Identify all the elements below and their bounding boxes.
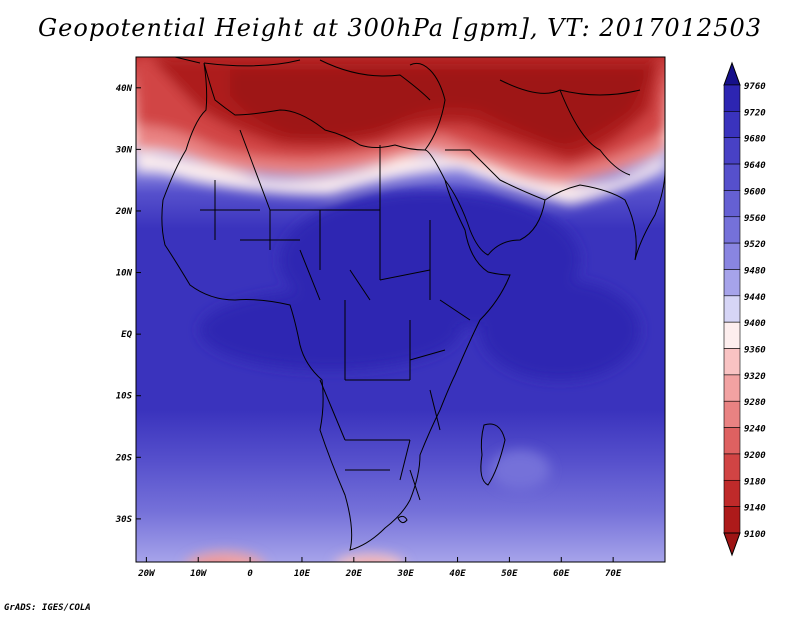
lon-tick-label: 60E <box>553 569 570 579</box>
africa-coastline <box>161 62 511 551</box>
colorbar-level-label: 9600 <box>744 187 766 197</box>
country-borders <box>200 129 471 501</box>
lat-tick-label: EQ <box>121 330 132 340</box>
colorbar-level-label: 9280 <box>744 398 766 408</box>
colorbar-swatch <box>723 374 741 402</box>
colorbar-level-label: 9520 <box>744 240 766 250</box>
colorbar-swatch <box>723 400 741 428</box>
colorbar-swatch <box>723 84 741 112</box>
colorbar-level-label: 9640 <box>744 161 766 171</box>
arabian-peninsula <box>444 149 546 256</box>
colorbar-swatch <box>723 269 741 297</box>
lon-tick-label: 50E <box>501 569 518 579</box>
colorbar-swatch <box>723 453 741 481</box>
colorbar-bottom-arrow <box>723 532 741 557</box>
lon-tick-label: 40E <box>449 569 466 579</box>
lon-tick-label: 10W <box>190 569 208 579</box>
colorbar-swatch <box>723 506 741 534</box>
lat-tick-label: 30N <box>115 145 133 155</box>
colorbar-level-label: 9200 <box>744 451 766 461</box>
colorbar-level-label: 9100 <box>744 530 766 540</box>
lat-tick-label: 40N <box>116 84 133 94</box>
colorbar-swatch <box>723 295 741 323</box>
colorbar: 9760 9720 9680 9640 9600 9560 9520 9480 9440 9400… <box>723 61 766 557</box>
lon-tick-label: 0 <box>247 569 253 579</box>
india-coast <box>544 169 665 261</box>
colorbar-level-label: 9180 <box>744 477 766 487</box>
colorbar-level-label: 9240 <box>744 425 766 435</box>
lon-tick-label: 10E <box>294 569 311 579</box>
colorbar-level-label: 9560 <box>744 214 766 224</box>
colorbar-level-label: 9360 <box>744 346 766 356</box>
colorbar-swatch <box>723 321 741 349</box>
lesotho <box>397 515 408 524</box>
lat-tick-label: 20S <box>115 453 133 463</box>
colorbar-swatch <box>723 479 741 507</box>
grads-credit: GrADS: IGES/COLA <box>4 603 91 613</box>
colorbar-swatch <box>723 348 741 376</box>
colorbar-top-arrow <box>723 61 741 86</box>
madagascar <box>480 423 506 486</box>
colorbar-level-label: 9680 <box>744 135 766 145</box>
lon-tick-label: 70E <box>605 569 622 579</box>
colorbar-swatch <box>723 216 741 244</box>
axis-ticks: 40N 30N 20N 10N EQ 10S 20S 30S 20W 10W 0 10E 20E 30E 4… <box>115 84 622 579</box>
colorbar-level-label: 9400 <box>744 319 766 329</box>
colorbar-level-label: 9440 <box>744 293 766 303</box>
colorbar-level-label: 9140 <box>744 504 766 514</box>
map-title: Geopotential Height at 300hPa [gpm], VT:… <box>38 14 762 42</box>
colorbar-level-label: 9720 <box>744 108 766 118</box>
levant-coast <box>409 62 446 151</box>
map-frame <box>135 56 666 563</box>
colorbar-swatch <box>723 190 741 218</box>
colorbar-level-label: 9320 <box>744 372 766 382</box>
lat-tick-label: 10S <box>116 392 133 402</box>
colorbar-level-label: 9760 <box>744 82 766 92</box>
lat-tick-label: 30S <box>115 515 133 525</box>
colorbar-swatch <box>723 242 741 270</box>
lat-tick-label: 10N <box>116 269 133 279</box>
colorbar-swatch <box>723 137 741 165</box>
colorbar-swatch <box>723 427 741 455</box>
lon-tick-label: 20W <box>137 569 156 579</box>
coastlines <box>161 57 665 551</box>
colorbar-swatch <box>723 163 741 191</box>
colorbar-swatch <box>723 111 741 139</box>
colorbar-level-label: 9480 <box>744 266 766 276</box>
lat-tick-label: 20N <box>115 207 133 217</box>
persian-gulf-region <box>559 89 631 176</box>
height-field <box>136 57 665 562</box>
lon-tick-label: 30E <box>397 569 415 579</box>
mediterranean-coasts <box>174 57 641 101</box>
lon-tick-label: 20E <box>345 569 363 579</box>
